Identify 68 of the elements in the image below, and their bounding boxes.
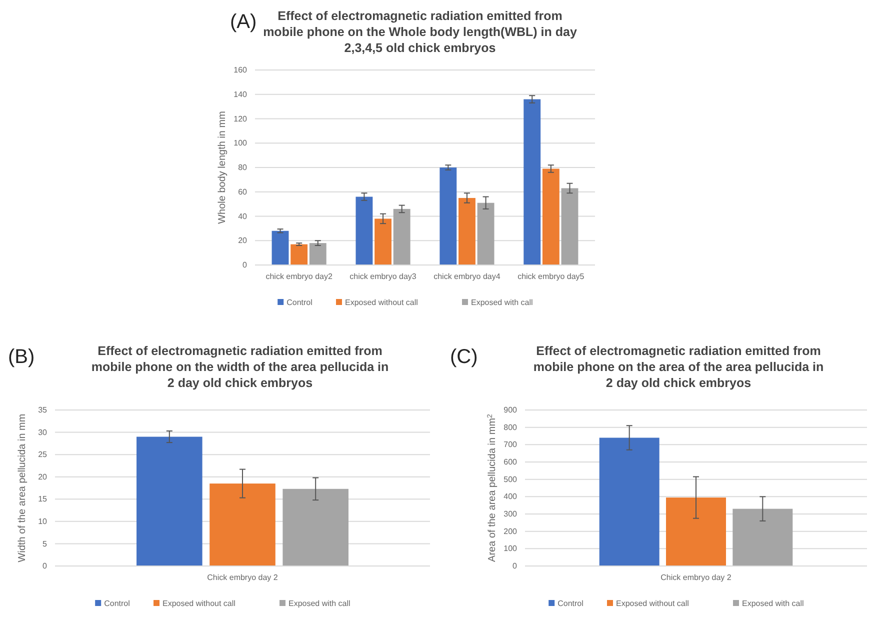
y-tick-label: 300 bbox=[504, 510, 518, 519]
bar bbox=[309, 243, 326, 265]
y-tick-label: 800 bbox=[504, 422, 518, 432]
x-tick-label: chick embryo day4 bbox=[434, 272, 501, 281]
text: (C) bbox=[450, 346, 478, 368]
bar bbox=[356, 196, 373, 265]
y-axis-title: Whole body length in mm bbox=[217, 111, 228, 224]
y-tick-label: 15 bbox=[38, 494, 48, 504]
x-tick-label: Chick embryo day 2 bbox=[660, 573, 732, 582]
y-tick-label: 100 bbox=[504, 544, 518, 554]
legend-label: Control bbox=[558, 599, 584, 608]
legend-label: Control bbox=[286, 298, 313, 307]
y-tick-label: 400 bbox=[504, 492, 518, 502]
bar bbox=[374, 218, 392, 265]
y-tick-label: 0 bbox=[242, 260, 248, 270]
bar bbox=[732, 508, 793, 566]
y-tick-label: 35 bbox=[38, 406, 48, 415]
bar bbox=[210, 484, 276, 566]
y-tick-label: 200 bbox=[504, 526, 518, 536]
bar bbox=[477, 202, 494, 265]
bar bbox=[599, 438, 660, 566]
y-tick-label: 900 bbox=[504, 406, 518, 415]
text: (A) bbox=[230, 11, 257, 33]
bar bbox=[393, 208, 410, 265]
x-tick-label: chick embryo day5 bbox=[518, 272, 585, 281]
y-tick-label: 0 bbox=[42, 562, 48, 571]
bar bbox=[666, 498, 726, 566]
legend-label: Exposed without call bbox=[616, 599, 690, 608]
x-tick-label: chick embryo day2 bbox=[266, 272, 333, 281]
y-tick-label: 20 bbox=[238, 236, 248, 246]
y-tick-label: 20 bbox=[38, 472, 48, 482]
y-tick-label: 80 bbox=[238, 163, 248, 172]
x-tick-label: Chick embryo day 2 bbox=[207, 573, 278, 582]
bar bbox=[542, 168, 560, 265]
y-tick-label: 700 bbox=[504, 440, 518, 450]
y-tick-label: 500 bbox=[504, 474, 518, 484]
y-tick-label: 140 bbox=[234, 90, 248, 99]
bar bbox=[290, 244, 308, 265]
y-tick-label: 40 bbox=[238, 212, 248, 221]
chart-title: Effect of electromagnetic radiation emitted from mobile phone on the width of the area pellucida in 2 day old chick embryos bbox=[91, 344, 389, 390]
legend-label: Exposed with call bbox=[471, 298, 534, 307]
y-tick-label: 120 bbox=[234, 114, 248, 124]
y-tick-label: 25 bbox=[38, 450, 48, 460]
legend-label: Exposed with call bbox=[288, 599, 351, 608]
bar bbox=[561, 188, 578, 265]
legend-label: Exposed without call bbox=[162, 599, 236, 608]
y-tick-label: 100 bbox=[234, 138, 248, 148]
bar bbox=[458, 198, 476, 265]
bar bbox=[282, 488, 348, 566]
y-tick-label: 30 bbox=[38, 428, 48, 437]
bar bbox=[440, 168, 457, 265]
text: (B) bbox=[8, 346, 35, 368]
bar bbox=[524, 99, 541, 265]
chart-title: Effect of electromagnetic radiation emitted from mobile phone on the Whole body length(WBL) in day 2,3,4,5 old chick embryos bbox=[263, 9, 577, 55]
y-tick-label: 10 bbox=[38, 516, 48, 526]
y-tick-label: 5 bbox=[42, 539, 48, 548]
y-tick-label: 160 bbox=[234, 66, 248, 75]
x-tick-label: chick embryo day3 bbox=[350, 272, 417, 281]
bar bbox=[136, 436, 202, 566]
y-axis-title: Width of the area pellucida in mm bbox=[17, 414, 28, 562]
y-tick-label: 0 bbox=[512, 562, 518, 571]
bar bbox=[272, 230, 289, 265]
legend-label: Control bbox=[104, 599, 130, 608]
y-tick-label: 600 bbox=[504, 458, 518, 467]
chart-title: Effect of electromagnetic radiation emitted from mobile phone on the area of the area pellucida in 2 day old chick embryos bbox=[533, 344, 824, 390]
legend-label: Exposed with call bbox=[742, 599, 804, 608]
y-tick-label: 60 bbox=[238, 187, 248, 196]
legend-label: Exposed without call bbox=[345, 298, 418, 307]
